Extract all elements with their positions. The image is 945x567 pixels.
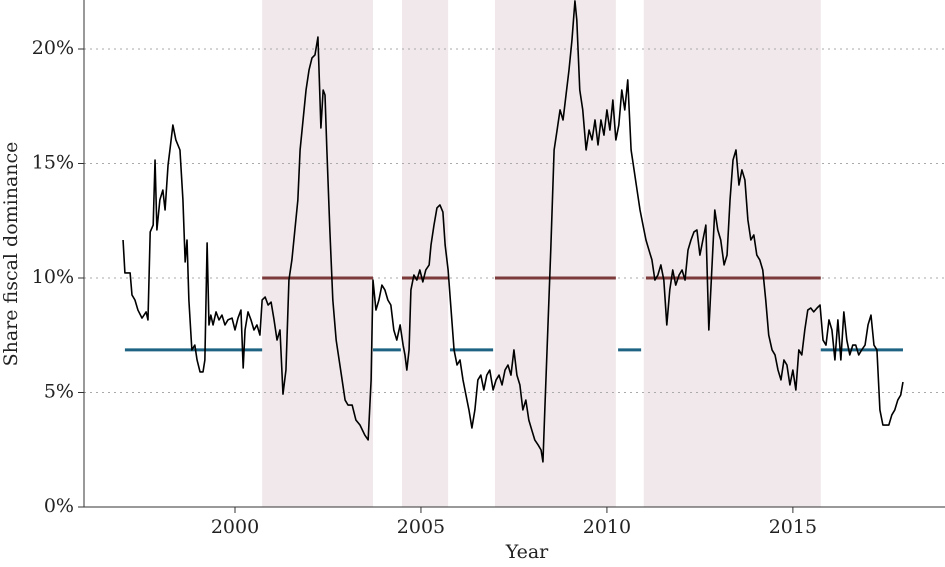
y-tick-label: 15%	[32, 152, 74, 174]
shaded-periods	[262, 0, 821, 507]
shaded-period	[262, 0, 373, 507]
y-tick-label: 20%	[32, 37, 74, 59]
y-axis-label: Share fiscal dominance	[0, 142, 22, 367]
x-tick-label: 2000	[211, 516, 259, 538]
shaded-period	[643, 0, 821, 507]
x-tick-label: 2015	[769, 516, 817, 538]
x-axis-label: Year	[505, 541, 549, 563]
y-tick-label: 10%	[32, 266, 74, 288]
plot	[122, 0, 904, 463]
x-tick-label: 2005	[397, 516, 445, 538]
data-line	[122, 0, 904, 463]
y-tick-label: 0%	[44, 495, 74, 517]
shaded-period	[401, 0, 449, 507]
x-tick-label: 2010	[583, 516, 631, 538]
y-tick-label: 5%	[44, 381, 74, 403]
shaded-period	[494, 0, 616, 507]
